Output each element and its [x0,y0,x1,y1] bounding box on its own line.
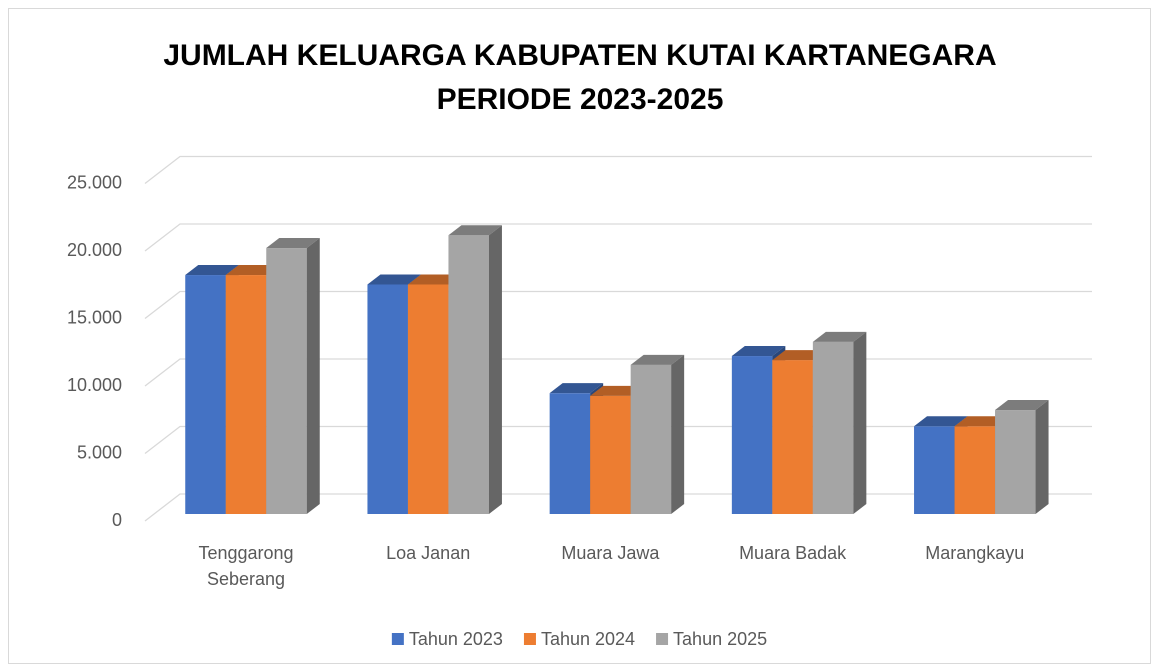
bar-front [185,275,226,514]
bar-top [185,265,239,276]
legend-swatch [523,633,536,645]
bar-top [367,274,421,285]
bar-front [630,364,672,514]
x-tick-label: Tenggarong Seberang [198,543,294,589]
grid-line [144,223,1092,252]
bar-front [772,360,813,514]
grid-line [144,155,1092,185]
chart-title: JUMLAH KELUARGA KABUPATEN KUTAI KARTANEG… [163,39,996,72]
bar [448,225,502,514]
bar-top [772,350,826,361]
bar-side [488,225,502,514]
bar-top [630,354,685,365]
legend-swatch [391,633,404,645]
bar-front [367,284,408,514]
bar-front [954,426,996,514]
bar-top [914,416,968,427]
legend-label: Tahun 2023 [409,629,503,649]
bar-top [407,274,462,285]
y-tick-label: 5.000 [77,442,122,462]
x-tick-label: Loa Janan [386,543,471,563]
y-tick-label: 20.000 [67,240,122,260]
y-tick-label: 15.000 [67,307,122,327]
x-tick-label: Muara Badak [739,543,847,563]
bar-top [731,346,786,357]
bar-top [590,385,644,396]
bar-front [549,393,591,514]
y-tick-label: 25.000 [67,172,122,192]
bar [630,354,685,514]
bar-front [590,395,631,514]
bar [266,238,320,515]
bar-front [914,426,955,514]
bar-front [266,248,307,515]
bar-side [1035,400,1049,514]
bar-front [995,410,1036,514]
bar-top [549,383,604,394]
legend-label: Tahun 2024 [541,629,635,649]
bar-side [671,354,685,514]
legend-swatch [656,633,669,645]
bar [995,400,1049,514]
bar-front [812,341,854,514]
grid-line [144,290,1092,320]
chart-title: PERIODE 2023-2025 [437,83,724,116]
bar-front [731,356,773,514]
bar-side [306,238,320,515]
y-tick-label: 10.000 [67,375,122,395]
bar-top [995,400,1049,411]
y-tick-label: 0 [112,510,122,530]
bar [812,331,867,514]
bar-top [225,265,280,276]
bar-top [266,238,320,249]
bar-top [954,416,1009,427]
legend-label: Tahun 2025 [673,629,767,649]
bar-front [225,275,267,514]
bar-front [407,284,449,514]
x-tick-label: Muara Jawa [561,543,660,563]
bar-top [812,331,867,342]
bar-front [448,235,489,514]
bar-side [853,331,867,514]
x-tick-label: Marangkayu [925,543,1025,563]
bar-top [448,225,502,236]
